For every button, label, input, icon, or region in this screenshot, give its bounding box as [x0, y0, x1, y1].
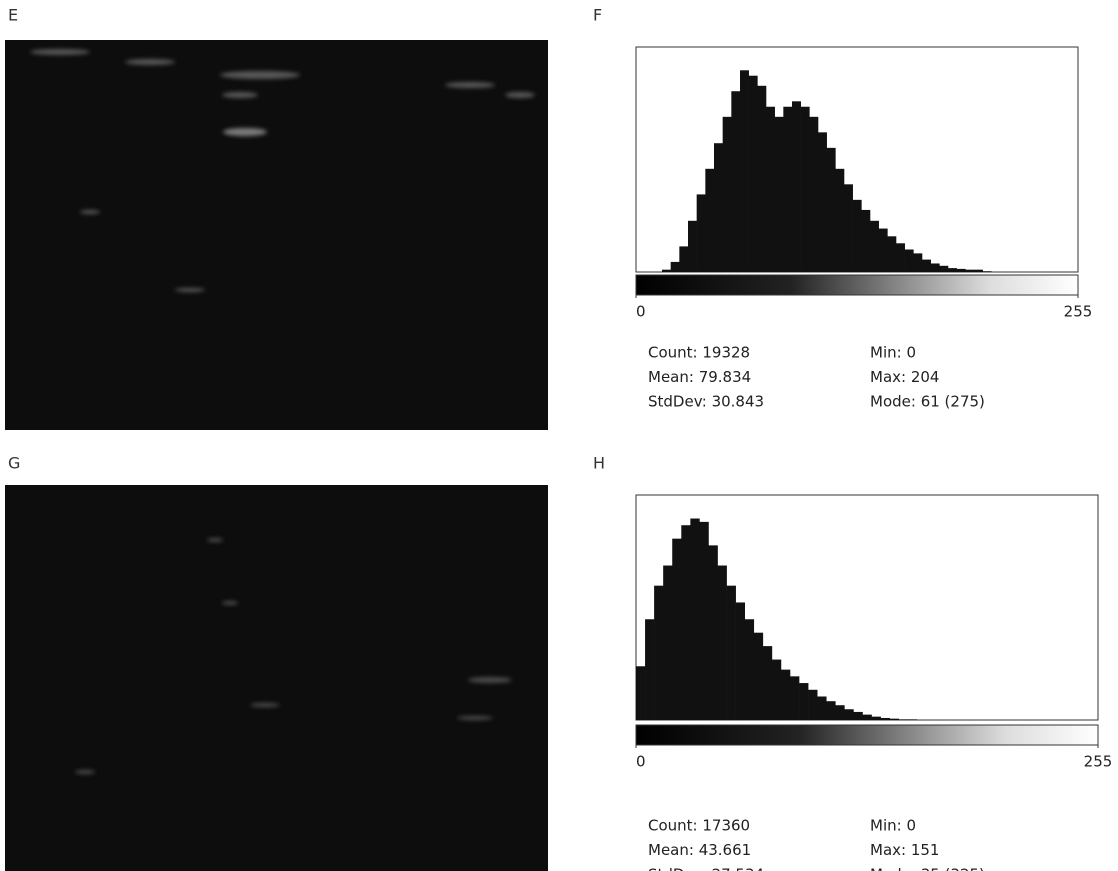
histogram-bar	[722, 116, 732, 273]
histogram-bar	[889, 718, 900, 720]
statistic: StdDev: 30.843	[648, 393, 764, 411]
panel-label: F	[593, 6, 602, 25]
histogram-bar	[681, 525, 691, 720]
histogram-bar	[636, 666, 646, 720]
histogram-bar	[766, 106, 775, 272]
histogram-bar	[835, 705, 845, 720]
histogram-bar	[800, 106, 810, 272]
statistic: Min: 0	[870, 817, 916, 835]
histogram-bar	[880, 717, 890, 720]
histogram-bar	[740, 70, 749, 272]
panel-label: G	[8, 454, 20, 473]
statistic: Mode: 35 (325)	[870, 866, 985, 871]
histogram-bar	[982, 271, 992, 272]
histogram-bar	[817, 696, 827, 720]
histogram-bar	[930, 263, 940, 272]
histogram-bar	[645, 619, 655, 720]
statistic: Count: 19328	[648, 344, 750, 362]
histogram-bar	[748, 75, 758, 272]
histogram-bar	[714, 143, 723, 272]
histogram-bar	[907, 719, 918, 720]
histogram-bar	[783, 106, 793, 272]
x-tick-label: 0	[636, 303, 646, 321]
histogram-bar	[922, 259, 931, 272]
histogram-bar	[956, 268, 966, 272]
statistic: StdDev: 27.534	[648, 866, 764, 871]
histogram-bar	[835, 168, 845, 272]
histogram-bar	[679, 246, 689, 272]
histogram-bar	[844, 709, 854, 720]
histogram-bar	[808, 689, 818, 720]
statistic: Mode: 61 (275)	[870, 393, 985, 411]
histogram-bar	[771, 659, 782, 720]
histogram-bar	[735, 602, 746, 720]
statistic: Max: 204	[870, 368, 939, 386]
histogram-bar	[818, 132, 827, 272]
histogram-bar	[780, 669, 791, 720]
histogram-bar	[896, 243, 905, 272]
histogram-bar	[904, 249, 914, 272]
histogram-bar	[790, 676, 800, 720]
statistic: Mean: 79.834	[648, 368, 751, 386]
histogram-bar	[670, 261, 680, 272]
histogram-bar	[862, 714, 872, 720]
histogram-bar	[662, 269, 671, 272]
gray-scale-bar	[635, 274, 1079, 296]
histogram-bar	[826, 147, 836, 272]
histogram-bar	[853, 711, 863, 720]
histogram-bar	[913, 253, 923, 272]
panel-label: E	[8, 6, 18, 25]
histogram-bar	[774, 116, 784, 273]
histogram-bar	[844, 184, 853, 272]
x-tick-label: 255	[1064, 303, 1093, 321]
panel-label: H	[593, 454, 605, 473]
histogram-bar	[965, 269, 975, 272]
histogram-bar	[762, 646, 773, 720]
histogram-bar	[696, 194, 706, 272]
histogram-bar	[699, 521, 709, 720]
statistic: Max: 151	[870, 841, 939, 859]
histogram-bar	[948, 268, 957, 272]
histogram-bar	[852, 199, 862, 272]
micrograph	[5, 40, 548, 430]
histogram-bar	[799, 683, 809, 720]
histogram-bar	[939, 265, 949, 272]
histogram-bar	[809, 116, 819, 273]
histogram-bar	[898, 719, 909, 720]
gray-scale-bar	[635, 724, 1099, 746]
histogram-bar	[663, 565, 673, 720]
histogram-bar	[878, 228, 888, 272]
histogram-bar	[731, 91, 741, 272]
histogram-bar	[688, 220, 697, 272]
x-tick-label: 255	[1084, 753, 1113, 771]
x-tick-label: 0	[636, 753, 646, 771]
histogram-bar	[654, 585, 664, 720]
histogram-bar	[792, 101, 801, 272]
histogram-bar	[672, 538, 682, 720]
histogram-bar	[690, 518, 700, 720]
histogram-bar	[744, 619, 755, 720]
histogram-bar	[705, 168, 715, 272]
statistic: Count: 17360	[648, 817, 750, 835]
histogram-bar	[861, 209, 871, 272]
histogram-bar	[717, 565, 727, 720]
histogram-bar	[757, 85, 767, 272]
histogram-bar	[870, 220, 879, 272]
histogram-bar	[826, 701, 836, 720]
histogram-bar	[753, 632, 764, 720]
histogram-bar	[871, 716, 881, 720]
histogram-bar	[708, 545, 718, 720]
histogram-bar	[726, 585, 736, 720]
micrograph	[5, 485, 548, 871]
histogram-bar	[887, 236, 897, 272]
statistic: Min: 0	[870, 344, 916, 362]
statistic: Mean: 43.661	[648, 841, 751, 859]
histogram-bar	[974, 269, 983, 272]
